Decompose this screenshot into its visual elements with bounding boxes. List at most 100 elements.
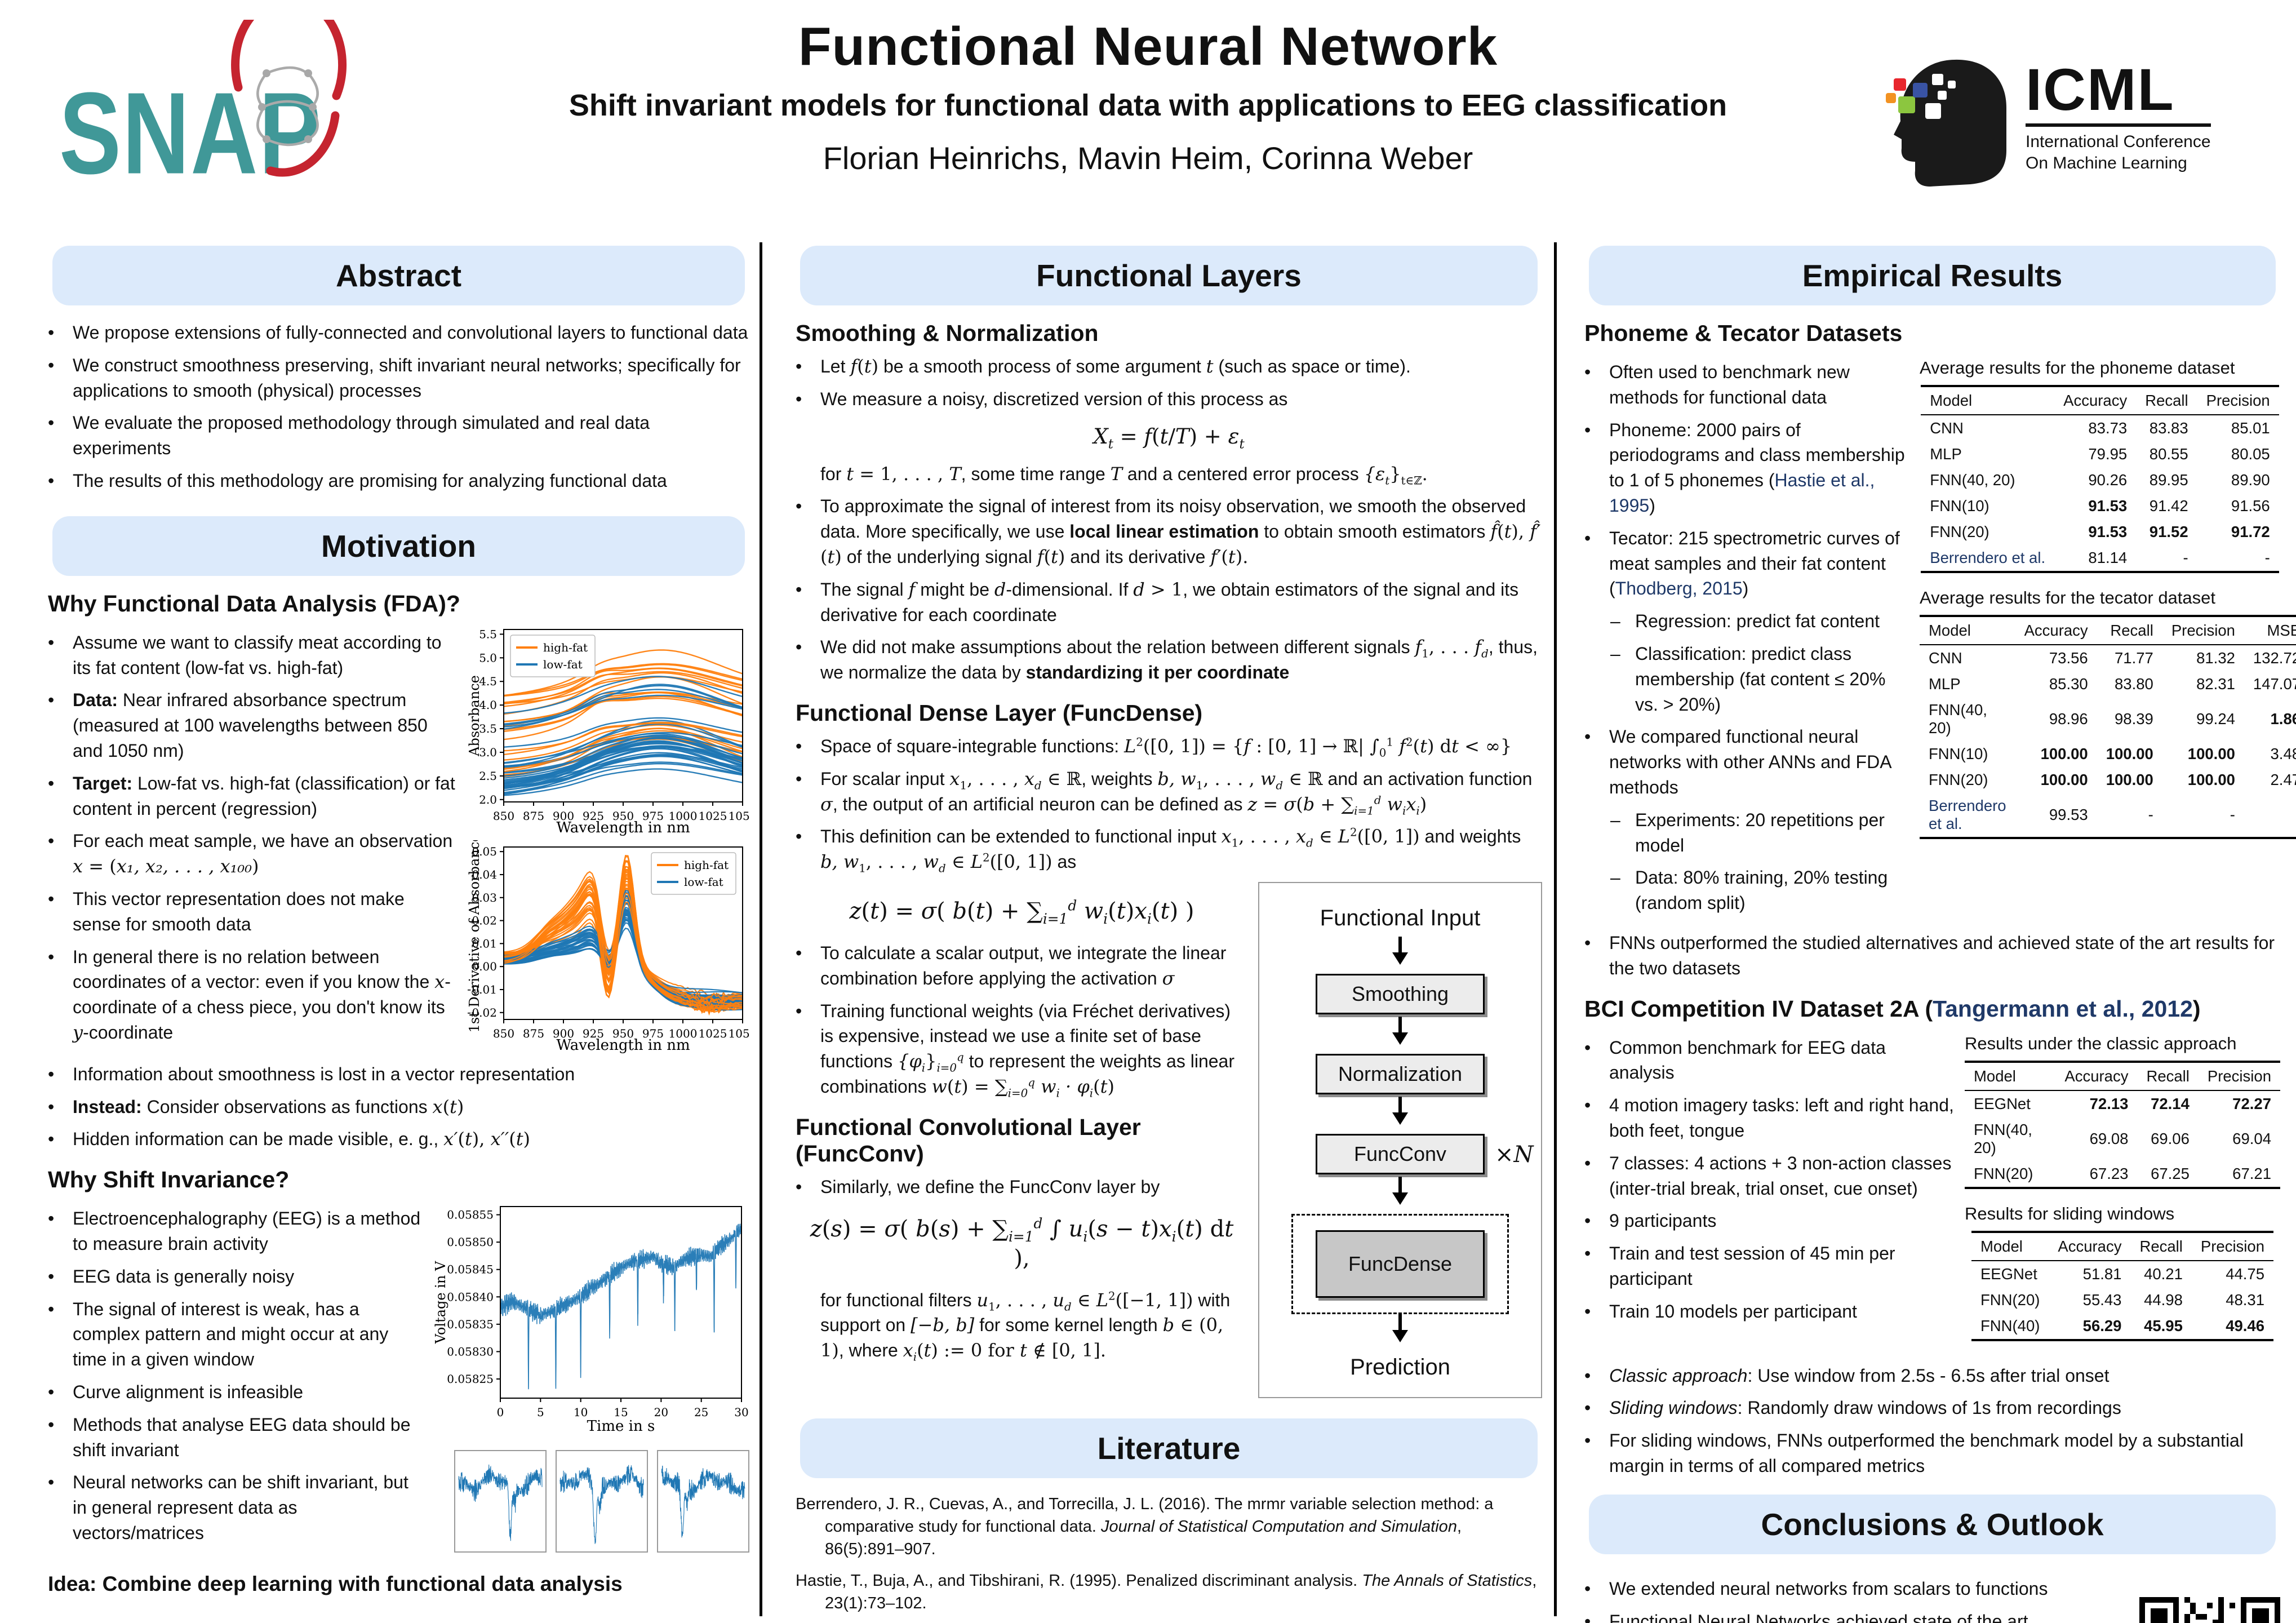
- list-item: • Functional Neural Networks achieved sta…: [1584, 1609, 2129, 1623]
- table-cell: -: [2197, 545, 2279, 573]
- eeg-window-chart-2: [556, 1450, 648, 1553]
- table-cell: 69.06: [2151, 1129, 2190, 1147]
- reference-item: Hastie, T., Buja, A., and Tibshirani, R.…: [796, 1572, 1537, 1613]
- table-cell: FNN(40, 20): [1929, 701, 1987, 737]
- table-cell: 100.00: [2187, 771, 2235, 788]
- column-header: Model: [1971, 1230, 2049, 1261]
- table-cell: 100.00: [2106, 745, 2153, 762]
- table-cell: 2.47: [2270, 771, 2296, 788]
- funcconv-list-1: • Similarly, we define the FuncConv layer…: [796, 1174, 1248, 1200]
- model-flowchart: Functional Input Smoothing Normalization…: [1258, 882, 1542, 1399]
- svg-text:Time in s: Time in s: [587, 1418, 655, 1435]
- list-item: • Train 10 models per participant: [1584, 1299, 1955, 1324]
- poster-subtitle: Shift invariant models for functional da…: [569, 88, 1727, 122]
- svg-text:0.00: 0.00: [472, 960, 497, 973]
- classic-approach-table: Model Accuracy Recall Precision EEGNet 72.13 7…: [1965, 1060, 2280, 1189]
- svg-text:20: 20: [654, 1405, 668, 1419]
- list-item: • EEG data is generally noisy: [48, 1264, 424, 1289]
- idea-statement: Idea: Combine deep learning with functio…: [48, 1572, 623, 1595]
- svg-text:5: 5: [537, 1405, 544, 1419]
- table-cell: FNN(40, 20): [1930, 471, 2015, 489]
- table-cell: 81.14: [2054, 545, 2137, 573]
- list-item: for functional filters u1, . . . , ud ∈ …: [820, 1289, 1231, 1364]
- list-item: • To approximate the signal of interest f…: [796, 494, 1542, 569]
- bullet-marker: •: [1584, 1243, 1591, 1264]
- svg-text:0.02: 0.02: [472, 914, 497, 927]
- svg-text:975: 975: [642, 809, 664, 823]
- list-item: • We evaluate the proposed methodology th…: [48, 410, 749, 461]
- list-item: – Classification: predict class membershi…: [1610, 641, 1909, 717]
- table-cell: 80.05: [2231, 445, 2270, 463]
- bullet-marker: –: [1610, 809, 1620, 830]
- table-row: FNN(40, 20) 69.08 69.06 69.04: [1965, 1117, 2280, 1161]
- tecator-table: Model Accuracy Recall Precision MSE CNN 73.56 7…: [1920, 615, 2296, 839]
- column-header: Recall: [2136, 385, 2197, 415]
- list-item: • 7 classes: 4 actions + 3 non-action cla…: [1584, 1151, 1955, 1201]
- table-cell: 99.24: [2196, 710, 2235, 728]
- flow-arrow-icon: [1398, 1177, 1402, 1202]
- svg-text:850: 850: [493, 809, 514, 823]
- table-cell: 40.21: [2144, 1265, 2183, 1283]
- svg-text:0.05855: 0.05855: [447, 1208, 494, 1222]
- table-cell: 91.56: [2231, 497, 2270, 515]
- list-item: • For each meat sample, we have an observ…: [48, 828, 458, 879]
- table-cell: 89.90: [2231, 471, 2270, 489]
- bullet-marker: •: [1584, 362, 1591, 382]
- table-cell: -: [2244, 793, 2296, 839]
- section-functional-layers: Functional Layers: [800, 246, 1538, 305]
- bullet-marker: –: [1610, 643, 1620, 664]
- table-cell: 80.55: [2149, 445, 2188, 463]
- table-cell: 91.53: [2088, 497, 2128, 515]
- table-cell: 81.32: [2196, 649, 2235, 667]
- svg-text:0: 0: [497, 1405, 504, 1419]
- classic-table-caption: Results under the classic approach: [1965, 1033, 2237, 1053]
- funcdense-formula: z(t) = σ( b(t) + ∑i=1d wi(t)xi(t) ): [849, 897, 1194, 928]
- bullet-marker: •: [796, 826, 802, 847]
- table-cell: 56.29: [2049, 1312, 2131, 1341]
- svg-text:975: 975: [642, 1027, 664, 1040]
- bullet-marker: •: [1584, 1611, 1591, 1623]
- list-item: for t = 1, . . . , T, some time range T …: [820, 463, 1428, 487]
- svg-text:Wavelength in nm: Wavelength in nm: [556, 1037, 690, 1054]
- svg-text:15: 15: [614, 1405, 628, 1419]
- table-row: FNN(10) 100.00 100.00 100.00 3.48: [1920, 741, 2296, 767]
- sliding-windows-table: Model Accuracy Recall Precision EEGNet 51.81 4…: [1965, 1230, 2280, 1341]
- svg-text:4.5: 4.5: [479, 675, 497, 688]
- bullet-marker: •: [1584, 1152, 1591, 1173]
- table-cell: 98.39: [2114, 710, 2153, 728]
- table-cell: 72.13: [2089, 1094, 2129, 1112]
- flow-arrow-icon: [1398, 1097, 1402, 1122]
- list-item: • Training functional weights (via Fréche…: [796, 999, 1248, 1099]
- table-cell: Berrendero et al.: [1920, 793, 2015, 839]
- table-cell: 99.53: [2015, 793, 2097, 839]
- bullet-marker: •: [1584, 1398, 1591, 1418]
- list-item: • Instead: Consider observations as funct…: [48, 1094, 749, 1120]
- fda-list: • Assume we want to classify meat accordi…: [48, 623, 458, 1053]
- svg-text:−0.02: −0.02: [468, 1006, 497, 1019]
- table-row: FNN(40, 20) 90.26 89.95 89.90: [1921, 467, 2279, 493]
- list-item: • Common benchmark for EEG data analysis: [1584, 1035, 1955, 1086]
- table-cell: 67.23: [2055, 1160, 2138, 1189]
- svg-text:Wavelength in nm: Wavelength in nm: [556, 819, 690, 836]
- table-cell: 44.98: [2144, 1291, 2183, 1309]
- svg-text:0.04: 0.04: [472, 868, 497, 881]
- bullet-marker: •: [48, 322, 55, 343]
- list-item: • We construct smoothness preserving, shi…: [48, 353, 749, 403]
- bullet-marker: •: [48, 831, 55, 852]
- tecator-table-caption: Average results for the tecator dataset: [1920, 588, 2216, 607]
- table-cell: -: [2136, 545, 2197, 573]
- flow-funcdense-box: FuncDense: [1316, 1230, 1485, 1298]
- svg-text:0.05835: 0.05835: [447, 1318, 494, 1331]
- column-header: Accuracy: [2049, 1230, 2131, 1261]
- snap-logo: SNAP: [59, 20, 352, 206]
- bullet-marker: •: [48, 1414, 55, 1435]
- fda-list-2: • Information about smoothness is lost in…: [48, 1062, 749, 1152]
- flow-funcconv-box: FuncConv: [1316, 1134, 1485, 1175]
- svg-text:850: 850: [493, 1027, 514, 1040]
- funcconv-formula: z(s) = σ( b(s) + ∑i=1d ∫ ui(s − t)xi(t) …: [810, 1215, 1234, 1271]
- funcdense-list-2: • To calculate a scalar output, we integr…: [796, 941, 1248, 1099]
- table-cell: 100.00: [2040, 771, 2088, 788]
- table-cell: 48.31: [2226, 1291, 2265, 1309]
- bullet-marker: •: [1584, 527, 1591, 548]
